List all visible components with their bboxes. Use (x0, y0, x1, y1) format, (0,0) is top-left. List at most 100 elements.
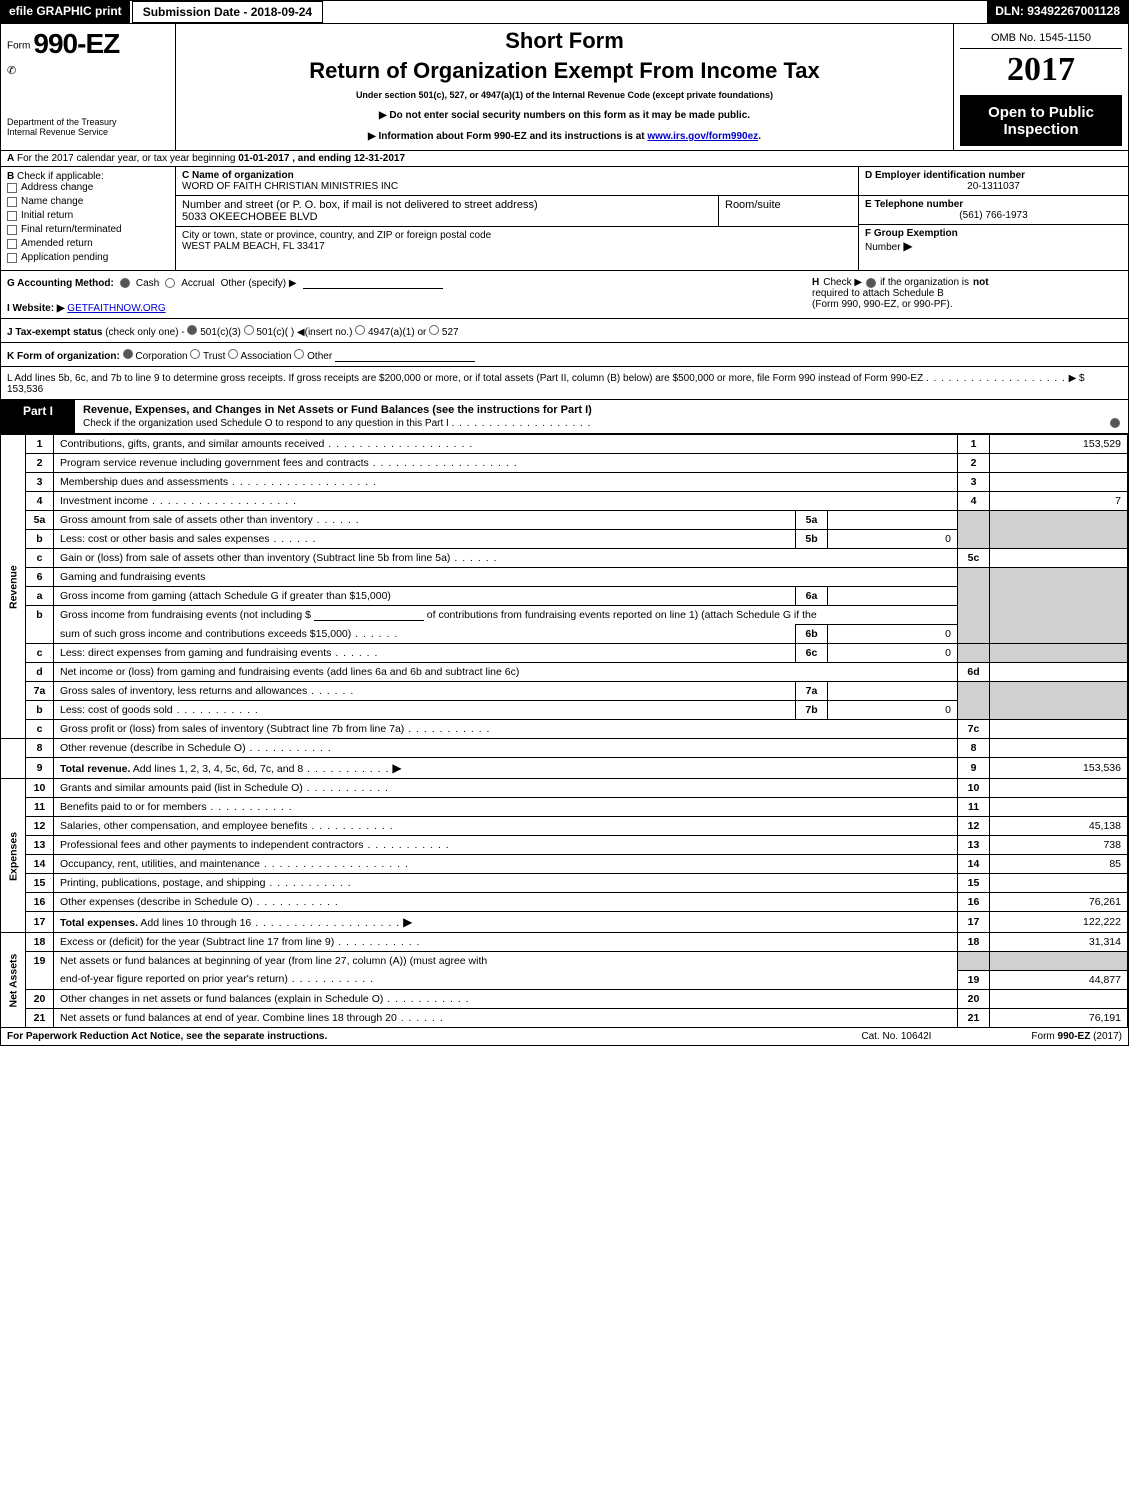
check-o-text: Check if the organization used Schedule … (83, 418, 449, 429)
dots-19 (288, 973, 374, 985)
opt-501c: 501(c)( ) ◀(insert no.) (256, 327, 352, 338)
ln-4: 4 (26, 492, 54, 511)
label-k: K Form of organization: (7, 351, 120, 362)
g-h-row: G Accounting Method: Cash Accrual Other … (1, 271, 1128, 319)
footer-right-pre: Form (1031, 1031, 1057, 1042)
opt-corporation: Corporation (135, 351, 187, 362)
ln-7b: b (26, 701, 54, 720)
desc-8: Other revenue (describe in Schedule O) (60, 742, 246, 754)
label-i: I Website: ▶ (7, 303, 65, 314)
line-2: 2 Program service revenue including gove… (1, 454, 1128, 473)
period-mid: , and ending (292, 153, 354, 164)
check-o-dots (452, 418, 592, 429)
section-b: B Check if applicable: Address change Na… (1, 167, 176, 270)
desc-6a: Gross income from gaming (attach Schedul… (54, 587, 796, 606)
ln-1: 1 (26, 435, 54, 454)
checkbox-initial-return[interactable] (7, 211, 17, 221)
dept-treasury: Department of the Treasury (7, 117, 169, 127)
instructions-text: ▶ Information about Form 990-EZ and its … (368, 131, 647, 142)
num-12: 12 (958, 817, 990, 836)
radio-527[interactable] (429, 325, 439, 335)
opt-final-return: Final return/terminated (21, 224, 122, 235)
desc-19b: end-of-year figure reported on prior yea… (60, 973, 288, 985)
dots-5c (450, 552, 497, 564)
phone-value: (561) 766-1973 (865, 210, 1122, 221)
checkbox-application-pending[interactable] (7, 253, 17, 263)
desc-6b-post: of contributions from fundraising events… (427, 609, 817, 621)
expenses-side-label: Expenses (1, 779, 26, 933)
instructions-suffix: . (758, 131, 761, 142)
h-text1: if the organization is (880, 277, 969, 288)
ival-7a (828, 682, 958, 701)
dots-20 (383, 993, 469, 1005)
iln-6c: 6c (796, 644, 828, 663)
radio-trust[interactable] (190, 349, 200, 359)
efile-print-button[interactable]: efile GRAPHIC print (1, 1, 130, 23)
radio-4947[interactable] (355, 325, 365, 335)
website-link[interactable]: GETFAITHNOW.ORG (67, 303, 165, 314)
checkbox-schedule-o[interactable] (1110, 418, 1120, 428)
other-specify-input[interactable] (303, 277, 443, 289)
h-not: not (973, 277, 989, 288)
desc-7b: Less: cost of goods sold (60, 704, 173, 716)
desc-3: Membership dues and assessments (60, 476, 377, 488)
part-1-header: Part I Revenue, Expenses, and Changes in… (1, 400, 1128, 434)
instructions-link[interactable]: www.irs.gov/form990ez (647, 131, 758, 142)
val-12: 45,138 (990, 817, 1128, 836)
dots-9 (303, 763, 389, 775)
line-19a: 19 Net assets or fund balances at beginn… (1, 952, 1128, 971)
num-10: 10 (958, 779, 990, 798)
ln-11: 11 (26, 798, 54, 817)
val-17: 122,222 (990, 912, 1128, 933)
footer-right-bold: 990-EZ (1058, 1031, 1091, 1042)
ln-6: 6 (26, 568, 54, 587)
dots-15 (265, 877, 351, 889)
line-12: 12 Salaries, other compensation, and emp… (1, 817, 1128, 836)
radio-association[interactable] (228, 349, 238, 359)
val-9: 153,536 (990, 758, 1128, 779)
ln-7c: c (26, 720, 54, 739)
line-18: Net Assets 18 Excess or (deficit) for th… (1, 933, 1128, 952)
ssn-warning: ▶ Do not enter social security numbers o… (182, 110, 947, 121)
radio-501c3[interactable] (187, 325, 197, 335)
line-5c: c Gain or (loss) from sale of assets oth… (1, 549, 1128, 568)
form-header: Form 990-EZ ✆ Department of the Treasury… (1, 24, 1128, 151)
shade-6cv (990, 644, 1128, 663)
num-20: 20 (958, 989, 990, 1008)
ival-6b: 0 (828, 625, 958, 644)
checkbox-h[interactable] (866, 278, 876, 288)
num-19: 19 (958, 970, 990, 989)
label-f2: Number (865, 242, 901, 253)
section-def: D Employer identification number 20-1311… (858, 167, 1128, 270)
line-13: 13 Professional fees and other payments … (1, 836, 1128, 855)
ln-15: 15 (26, 874, 54, 893)
val-3 (990, 473, 1128, 492)
org-name: WORD OF FAITH CHRISTIAN MINISTRIES INC (182, 181, 852, 192)
checkbox-final-return[interactable] (7, 225, 17, 235)
num-17: 17 (958, 912, 990, 933)
radio-corporation[interactable] (123, 349, 133, 359)
other-org-input[interactable] (335, 350, 475, 362)
line-15: 15 Printing, publications, postage, and … (1, 874, 1128, 893)
city-label: City or town, state or province, country… (182, 230, 852, 241)
checkbox-address-change[interactable] (7, 183, 17, 193)
ln-10: 10 (26, 779, 54, 798)
ln-14: 14 (26, 855, 54, 874)
radio-other-org[interactable] (294, 349, 304, 359)
line-9: 9 Total revenue. Add lines 1, 2, 3, 4, 5… (1, 758, 1128, 779)
arrow-9-icon: ▶ (392, 761, 401, 775)
radio-accrual[interactable] (165, 278, 175, 288)
6b-amount-input[interactable] (314, 609, 424, 621)
ln-17: 17 (26, 912, 54, 933)
radio-cash[interactable] (120, 278, 130, 288)
num-7c: 7c (958, 720, 990, 739)
num-3: 3 (958, 473, 990, 492)
val-18: 31,314 (990, 933, 1128, 952)
checkbox-amended-return[interactable] (7, 239, 17, 249)
part-1-title-text: Revenue, Expenses, and Changes in Net As… (83, 404, 592, 416)
ln-9: 9 (26, 758, 54, 779)
desc-11: Benefits paid to or for members (60, 801, 206, 813)
radio-501c[interactable] (244, 325, 254, 335)
checkbox-name-change[interactable] (7, 197, 17, 207)
open-line2: Inspection (964, 121, 1118, 138)
